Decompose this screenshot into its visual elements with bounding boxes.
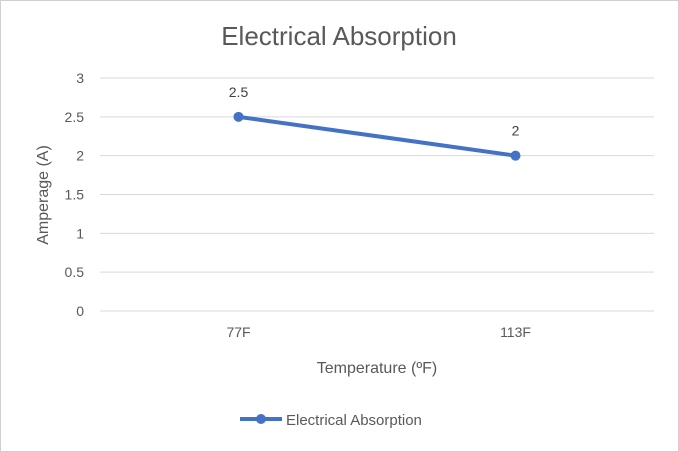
data-labels: 2.52 xyxy=(229,84,520,139)
gridlines xyxy=(100,77,654,312)
legend[interactable]: Electrical Absorption xyxy=(240,412,422,429)
data-point[interactable] xyxy=(510,150,521,161)
data-label: 2 xyxy=(512,123,520,139)
y-tick-label: 3 xyxy=(76,70,84,86)
x-tick-label: 77F xyxy=(226,324,250,340)
y-tick-label: 2 xyxy=(76,148,84,164)
y-axis-ticks: 0 0.5 1 1.5 2 2.5 3 xyxy=(65,70,85,319)
data-point[interactable] xyxy=(233,111,244,122)
y-tick-label: 1.5 xyxy=(65,187,85,203)
chart-title: Electrical Absorption xyxy=(221,21,457,51)
legend-dot-marker xyxy=(256,414,266,424)
x-tick-label: 113F xyxy=(500,324,531,340)
series-line xyxy=(236,114,518,158)
y-tick-label: 0 xyxy=(76,303,84,319)
y-tick-label: 0.5 xyxy=(65,264,85,280)
y-tick-label: 1 xyxy=(76,225,84,241)
x-axis-ticks: 77F 113F xyxy=(226,324,531,340)
data-label: 2.5 xyxy=(229,84,249,100)
y-axis-title: Amperage (A) xyxy=(35,145,52,245)
series-electrical-absorption xyxy=(233,111,521,161)
legend-label: Electrical Absorption xyxy=(286,412,422,429)
y-tick-label: 2.5 xyxy=(65,109,85,125)
x-axis-title: Temperature (ºF) xyxy=(317,360,438,377)
